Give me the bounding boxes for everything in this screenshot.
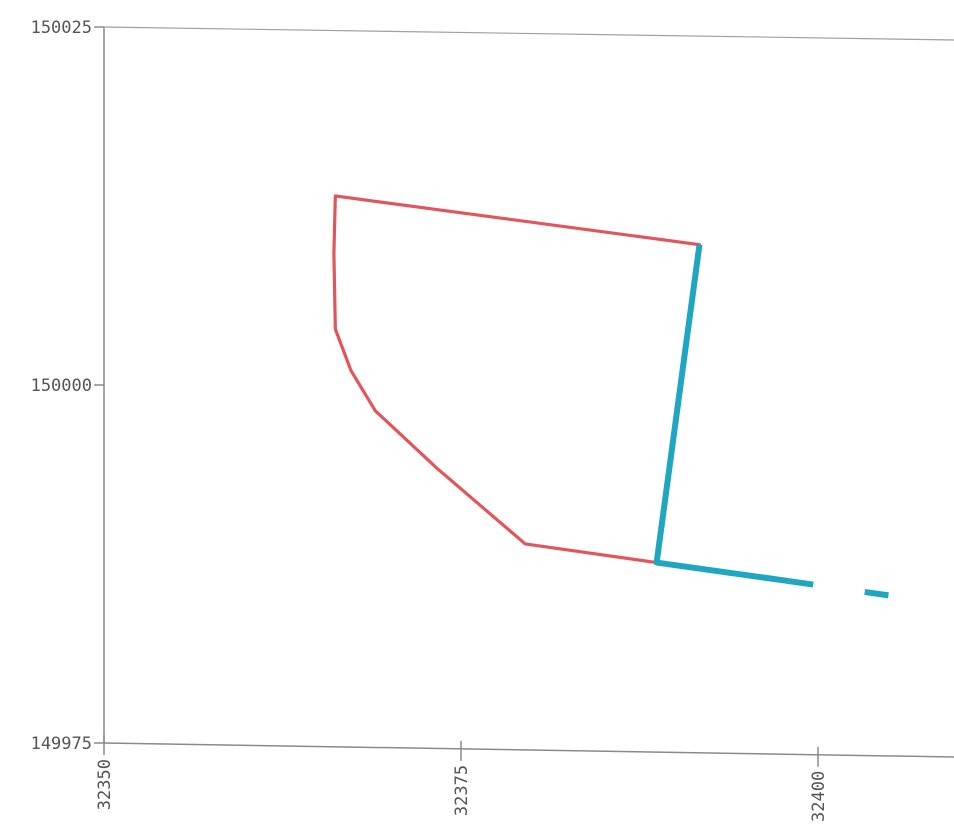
x-tick-label: 32375 — [452, 765, 472, 816]
x-tick-label: 32400 — [809, 771, 829, 822]
y-tick-label: 149975 — [31, 734, 92, 754]
top-border-line — [103, 26, 954, 41]
series-red-boundary — [332, 194, 702, 565]
axes — [103, 26, 954, 758]
series-layer — [332, 194, 890, 599]
y-tick-label: 150025 — [31, 18, 92, 38]
x-axis-line — [103, 742, 954, 758]
series-blue-solid — [653, 244, 790, 585]
x-tick-label: 32350 — [95, 759, 115, 810]
y-tick-label: 150000 — [31, 376, 92, 396]
series-blue-dashed — [789, 578, 890, 599]
